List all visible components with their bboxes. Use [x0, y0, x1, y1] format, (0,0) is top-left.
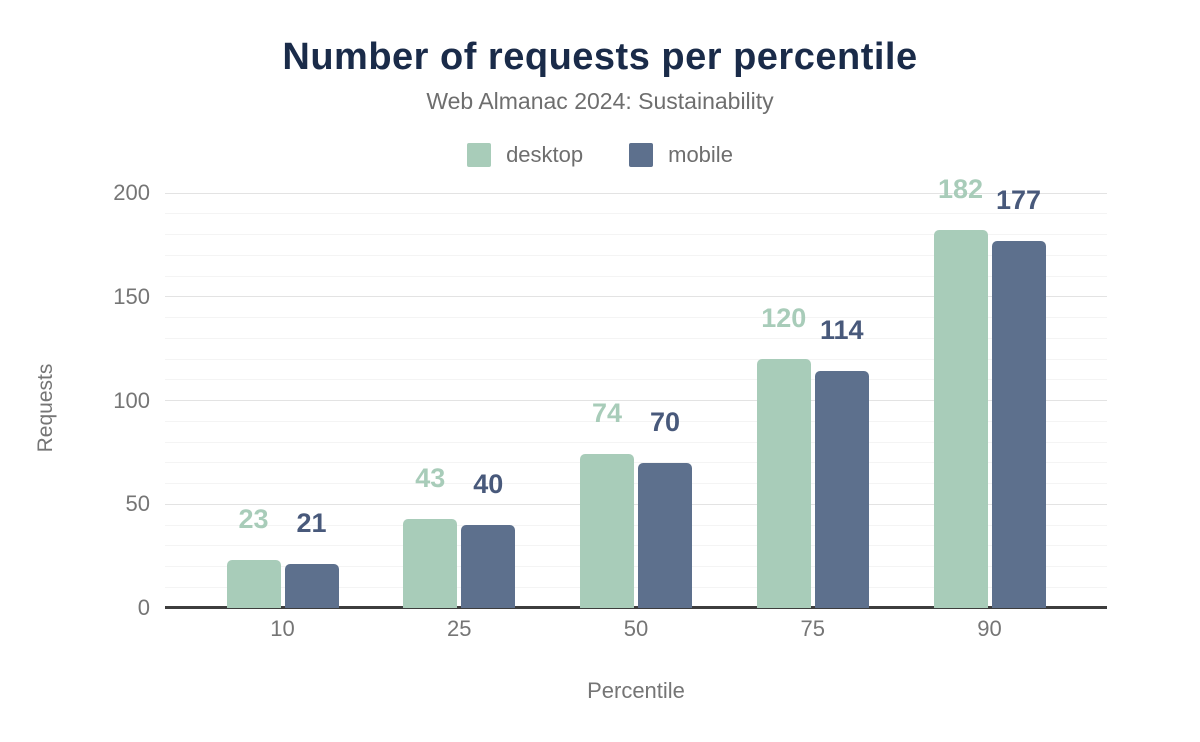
minor-gridline	[165, 275, 1107, 277]
minor-gridline	[165, 524, 1107, 526]
minor-gridline	[165, 420, 1107, 422]
y-tick-label-150: 150	[113, 283, 150, 309]
minor-gridline	[165, 545, 1107, 547]
minor-gridline	[165, 566, 1107, 567]
bar-desktop-p25	[403, 518, 458, 608]
bar-mobile-p90	[991, 240, 1046, 608]
y-tick-label-0: 0	[137, 595, 150, 620]
major-gridline	[165, 296, 1107, 298]
bar-desktop-p10	[226, 560, 281, 608]
bar-value-label-desktop-p10: 23	[238, 504, 269, 535]
bar-desktop-p50	[580, 454, 634, 608]
bar-mobile-p10	[284, 564, 339, 608]
legend-label: mobile	[668, 142, 733, 167]
bar-value-label-desktop-p75: 120	[761, 303, 807, 333]
major-gridline	[165, 400, 1107, 401]
bar-mobile-p25	[461, 525, 516, 608]
x-tick-label-25: 25	[447, 616, 472, 641]
y-tick-label-50: 50	[125, 491, 150, 517]
legend-item-desktop: desktop	[467, 142, 583, 168]
bar-value-label-mobile-p90: 177	[995, 184, 1042, 215]
minor-gridline	[165, 586, 1107, 588]
minor-gridline	[165, 462, 1107, 464]
minor-gridline	[165, 317, 1107, 318]
legend-swatch-icon	[629, 143, 654, 167]
x-tick-label-75: 75	[800, 616, 825, 641]
minor-gridline	[165, 358, 1107, 360]
bar-mobile-p50	[638, 462, 692, 608]
legend-swatch-icon	[467, 143, 492, 167]
chart-subtitle: Web Almanac 2024: Sustainability	[426, 88, 774, 114]
x-axis-line	[165, 606, 1107, 609]
legend: desktop mobile	[0, 142, 1200, 168]
minor-gridline	[165, 379, 1107, 381]
y-axis-title: Requests	[34, 363, 57, 453]
bar-mobile-p75	[814, 371, 869, 608]
y-tick-label-100: 100	[113, 387, 150, 413]
bar-desktop-p75	[756, 359, 811, 608]
bar-value-label-mobile-p10: 21	[296, 508, 327, 539]
x-axis-title: Percentile	[587, 678, 685, 703]
legend-item-mobile: mobile	[629, 142, 733, 168]
bar-value-label-mobile-p50: 70	[649, 406, 681, 437]
plot-area: 23 21 43 40 74 70 120 114 182 177	[165, 174, 1107, 609]
minor-gridline	[165, 441, 1107, 443]
minor-gridline	[165, 483, 1107, 484]
minor-gridline	[165, 254, 1107, 256]
minor-gridline	[165, 213, 1107, 215]
bar-value-label-desktop-p50: 74	[591, 398, 623, 429]
legend-label: desktop	[506, 142, 584, 167]
minor-gridline	[165, 234, 1107, 235]
bar-value-label-mobile-p25: 40	[473, 469, 504, 499]
x-tick-label-90: 90	[977, 616, 1002, 641]
bar-value-label-desktop-p90: 182	[937, 174, 984, 205]
minor-gridline	[165, 337, 1107, 339]
major-gridline	[165, 503, 1107, 505]
chart-title: Number of requests per percentile	[282, 36, 918, 78]
bar-value-label-desktop-p25: 43	[415, 462, 446, 493]
bar-desktop-p90	[933, 230, 988, 608]
x-tick-label-10: 10	[270, 616, 295, 641]
major-gridline	[165, 192, 1107, 194]
x-tick-label-50: 50	[623, 616, 649, 641]
y-tick-label-200: 200	[113, 180, 150, 205]
bar-value-label-mobile-p75: 114	[819, 315, 864, 346]
